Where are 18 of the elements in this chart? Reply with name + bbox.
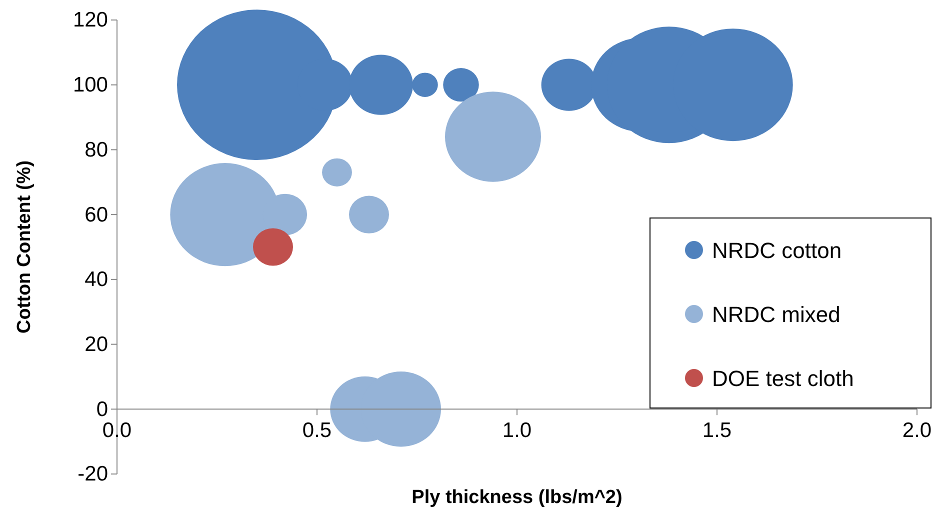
x-tick-label: 0.5 <box>302 419 332 442</box>
x-tick-label: 1.0 <box>502 419 532 442</box>
y-tick-label: 120 <box>72 8 108 32</box>
x-tick-label: 2.0 <box>902 419 932 442</box>
legend-label: NRDC cotton <box>712 238 842 263</box>
legend-label: DOE test cloth <box>712 366 854 391</box>
y-tick-label: 60 <box>84 203 108 226</box>
y-tick-label: -20 <box>78 462 108 486</box>
legend-label: NRDC mixed <box>712 302 840 327</box>
y-tick-label: 100 <box>72 74 108 97</box>
y-tick-label: 0 <box>96 398 108 421</box>
x-axis-title: Ply thickness (lbs/m^2) <box>412 487 622 508</box>
y-tick-label: 40 <box>84 268 108 292</box>
x-tick-label: 1.5 <box>702 419 732 442</box>
y-tick-label: 20 <box>84 333 108 356</box>
y-tick-label: 80 <box>84 138 108 162</box>
x-tick-label: 0.0 <box>102 419 132 442</box>
y-axis-title: Cotton Content (%) <box>14 160 35 334</box>
